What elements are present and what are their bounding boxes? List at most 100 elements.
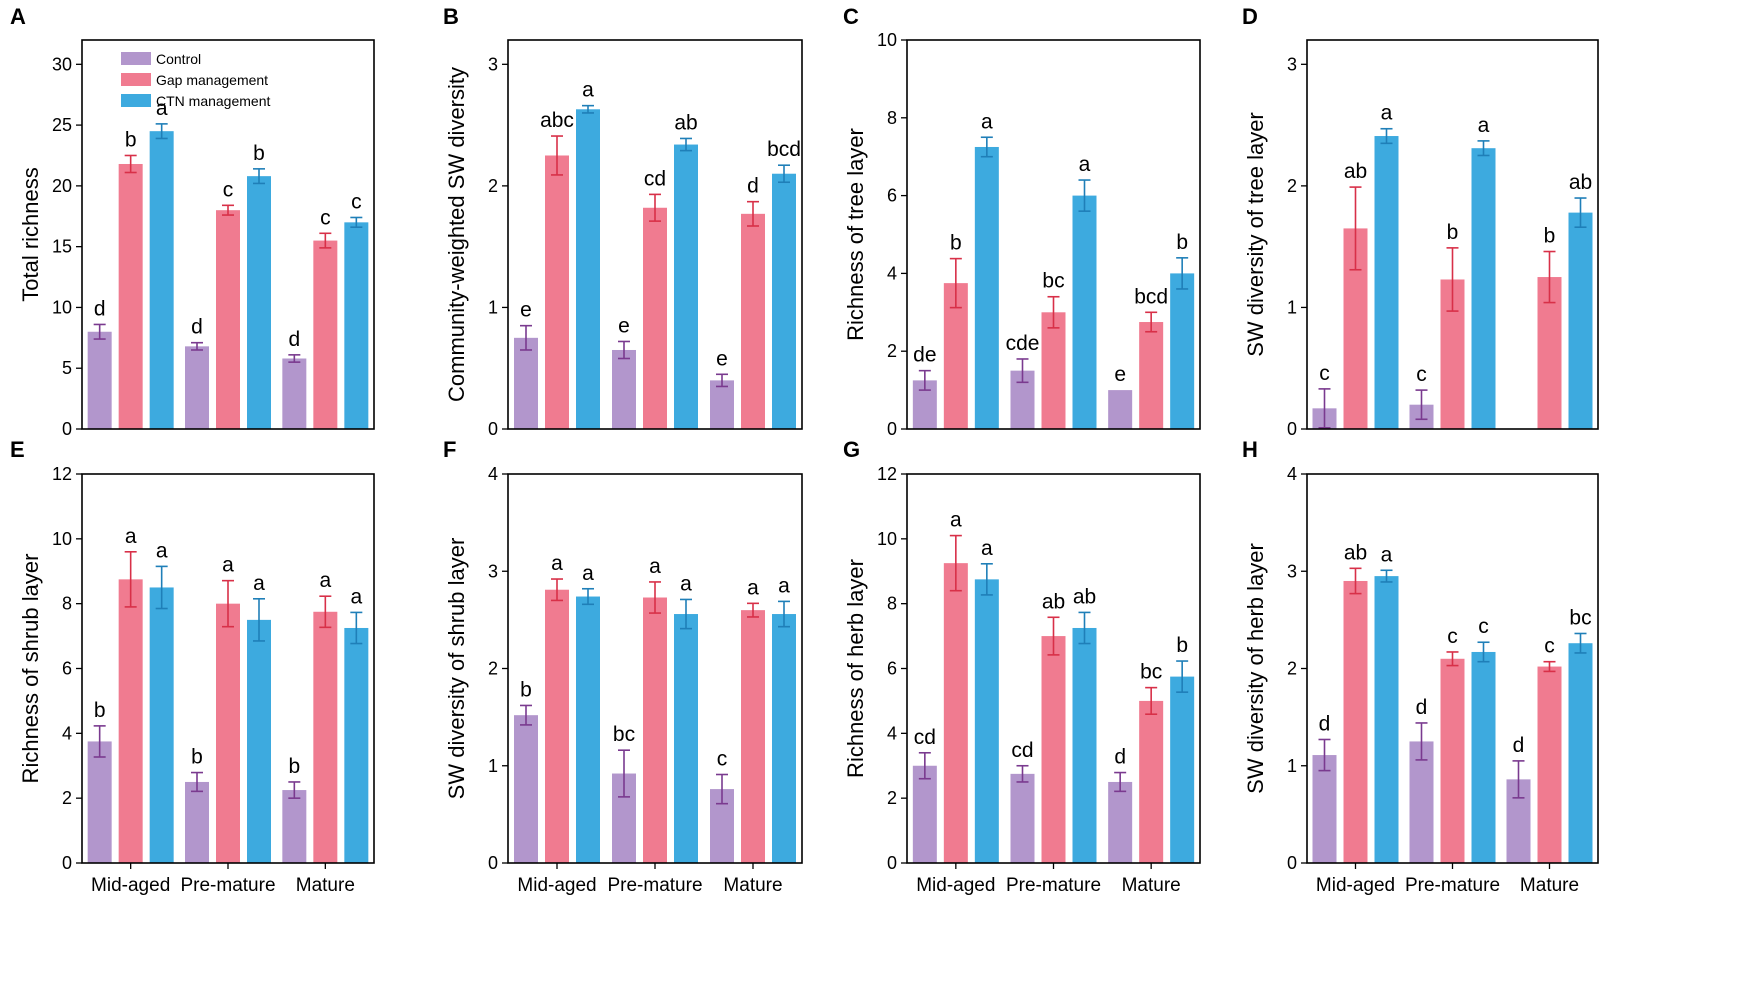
significance-letter: a — [156, 539, 168, 562]
plot-frame — [507, 473, 803, 864]
bar-ctn-management — [974, 579, 999, 863]
bar-gap-management — [313, 611, 338, 863]
significance-letter: b — [94, 699, 106, 722]
significance-letter: a — [649, 555, 661, 578]
bar-gap-management — [643, 207, 667, 429]
bar-gap-management — [118, 579, 143, 863]
y-tick-label: 1 — [488, 756, 498, 776]
significance-letter: c — [717, 748, 728, 771]
x-category-label: Mature — [723, 875, 782, 896]
significance-letter: b — [1176, 231, 1188, 254]
bar-gap-management — [1343, 580, 1368, 863]
significance-letter: c — [1319, 362, 1330, 385]
bar-gap-management — [1041, 636, 1066, 863]
significance-letter: b — [520, 678, 532, 701]
x-category-label: Mature — [1520, 875, 1579, 896]
significance-letter: b — [950, 232, 962, 255]
bar-ctn-management — [344, 627, 369, 863]
bar-gap-management — [545, 589, 569, 863]
bar-ctn-management — [344, 222, 369, 429]
y-tick-label: 6 — [887, 186, 897, 206]
bar-ctn-management — [1072, 195, 1097, 429]
bar-gap-management — [1139, 322, 1164, 429]
bar-control — [282, 358, 307, 429]
y-tick-label: 20 — [52, 176, 72, 196]
bar-ctn-management — [576, 596, 600, 863]
bar-gap-management — [741, 213, 765, 429]
bar-gap-management — [1440, 658, 1465, 863]
y-tick-label: 0 — [62, 419, 72, 439]
significance-letter: d — [191, 316, 203, 339]
y-tick-label: 5 — [62, 358, 72, 378]
y-tick-label: 1 — [488, 297, 498, 317]
legend-label: Gap management — [156, 72, 268, 88]
significance-letter: a — [1381, 543, 1393, 566]
y-tick-label: 2 — [1287, 659, 1297, 679]
x-category-label: Pre-mature — [1405, 875, 1500, 896]
legend-swatch-ctn-management — [121, 94, 151, 107]
significance-letter: a — [1381, 102, 1393, 125]
y-tick-label: 4 — [1287, 464, 1297, 484]
y-tick-label: 4 — [887, 723, 897, 743]
bar-ctn-management — [772, 173, 796, 429]
x-category-label: Pre-mature — [1006, 875, 1101, 896]
significance-letter: d — [1114, 746, 1126, 769]
bar-control — [87, 331, 112, 429]
y-axis-title: SW diversity of shrub layer — [444, 538, 469, 800]
bar-control — [185, 781, 209, 863]
panel-g: G 0 2 4 6 8 10 12 Richness of herb layer cd aa Mid-… — [843, 437, 1201, 896]
bar-control — [1409, 741, 1434, 863]
significance-letter: b — [1447, 221, 1459, 244]
panel-letter: G — [843, 437, 860, 462]
significance-letter: bc — [1140, 661, 1162, 684]
bar-control — [1010, 773, 1035, 863]
bar-gap-management — [943, 563, 968, 863]
bar-control — [912, 765, 937, 863]
bar-gap-management — [1041, 312, 1066, 429]
x-category-label: Mid-aged — [1316, 875, 1395, 896]
panel-c: C 0 2 4 6 8 10 Richness of tree layer de b a cde bc a… — [843, 4, 1201, 439]
bar-ctn-management — [149, 587, 174, 863]
significance-letter: e — [618, 314, 630, 337]
significance-letter: ab — [1073, 585, 1096, 608]
significance-letter: c — [320, 206, 331, 229]
plot-frame — [81, 39, 375, 430]
x-category-label: Pre-mature — [180, 875, 275, 896]
significance-letter: bc — [1569, 606, 1591, 629]
significance-letter: d — [288, 328, 300, 351]
y-tick-label: 15 — [52, 237, 72, 257]
significance-letter: c — [351, 190, 362, 213]
plot-frame — [1306, 473, 1599, 864]
significance-letter: c — [1447, 625, 1458, 648]
significance-letter: b — [253, 142, 265, 165]
y-tick-label: 10 — [52, 529, 72, 549]
plot-frame — [906, 39, 1201, 430]
x-category-label: Mid-aged — [916, 875, 995, 896]
plot-frame — [1306, 39, 1599, 430]
y-tick-label: 4 — [62, 723, 72, 743]
bar-ctn-management — [974, 146, 999, 429]
bar-gap-management — [118, 163, 143, 429]
y-axis-title: Richness of herb layer — [843, 559, 868, 778]
y-tick-label: 2 — [62, 788, 72, 808]
x-category-label: Mid-aged — [91, 875, 170, 896]
significance-letter: a — [1478, 114, 1490, 137]
bar-gap-management — [1139, 700, 1164, 863]
x-category-label: Pre-mature — [607, 875, 702, 896]
legend: Control Gap management CTN management — [121, 51, 270, 109]
y-tick-label: 2 — [887, 788, 897, 808]
y-axis-title: Community-weighted SW diversity — [444, 67, 469, 402]
y-tick-label: 12 — [52, 464, 72, 484]
x-category-label: Mature — [296, 875, 355, 896]
significance-letter: a — [253, 572, 265, 595]
y-tick-label: 0 — [62, 853, 72, 873]
x-category-label: Mature — [1122, 875, 1181, 896]
bar-control — [282, 790, 307, 863]
significance-letter: a — [778, 574, 790, 597]
plot-frame — [507, 39, 803, 430]
bar-ctn-management — [149, 131, 174, 429]
significance-letter: a — [747, 576, 759, 599]
